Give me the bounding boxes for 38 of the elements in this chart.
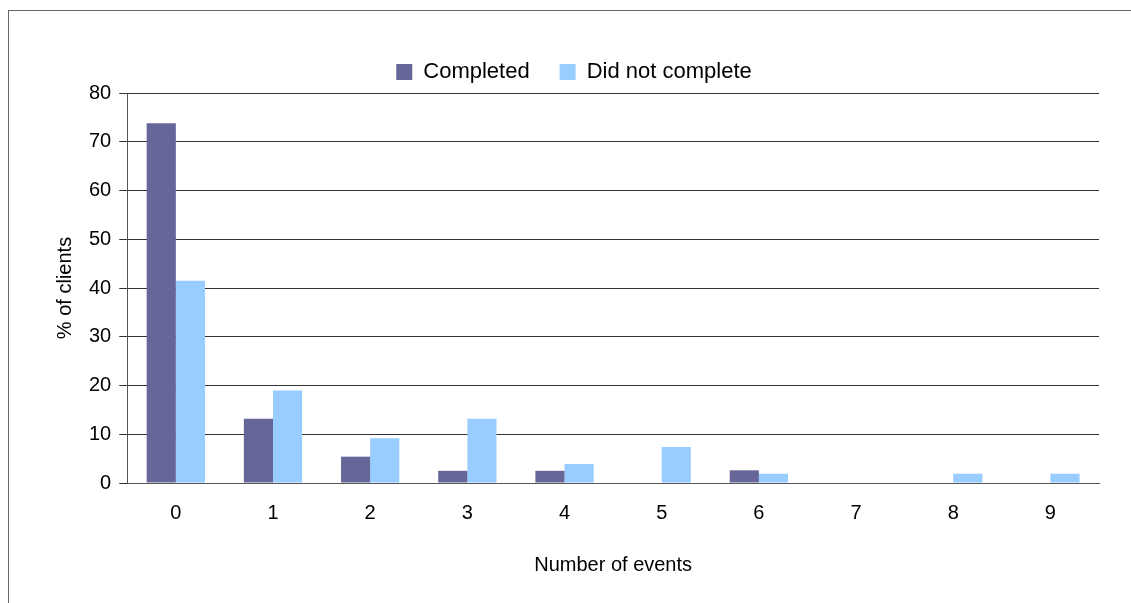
- legend-label: Did not complete: [586, 58, 752, 84]
- y-tick-label: 40: [89, 275, 112, 298]
- bar: [758, 473, 789, 483]
- bar: [1050, 473, 1080, 483]
- y-tick-label: 0: [100, 470, 112, 493]
- y-tick-label: 10: [89, 421, 112, 444]
- y-axis-title: % of clients: [52, 236, 75, 340]
- x-tick-label: 9: [1044, 500, 1056, 523]
- x-tick-label: 2: [364, 500, 376, 523]
- x-tick-label: 8: [947, 500, 959, 523]
- y-tick-label: 80: [89, 80, 112, 103]
- bar: [467, 418, 497, 483]
- y-tick-label: 60: [89, 178, 112, 201]
- bar: [564, 463, 594, 483]
- y-tick-label: 20: [89, 373, 112, 396]
- bar: [341, 456, 371, 483]
- bar: [273, 390, 303, 483]
- x-axis-title: Number of events: [534, 552, 693, 575]
- x-tick-label: 0: [170, 500, 182, 523]
- x-tick-label: 6: [753, 500, 765, 523]
- y-tick-label: 50: [89, 226, 112, 249]
- bar: [661, 446, 691, 483]
- x-tick-label: 1: [267, 500, 279, 523]
- x-tick-label: 7: [850, 500, 862, 523]
- x-tick-label: 3: [461, 500, 473, 523]
- x-tick-label: 4: [558, 500, 571, 523]
- bar: [729, 470, 759, 483]
- bar: [243, 418, 274, 483]
- bar: [370, 438, 400, 483]
- x-tick-label: 5: [656, 500, 668, 523]
- bar: [146, 123, 176, 483]
- y-tick-label: 70: [89, 129, 112, 152]
- y-tick-label: 30: [89, 324, 112, 347]
- bar: [953, 473, 983, 483]
- legend-label: Completed: [423, 58, 530, 84]
- bar: [535, 470, 565, 483]
- bar: [175, 280, 205, 483]
- bar: [438, 470, 468, 483]
